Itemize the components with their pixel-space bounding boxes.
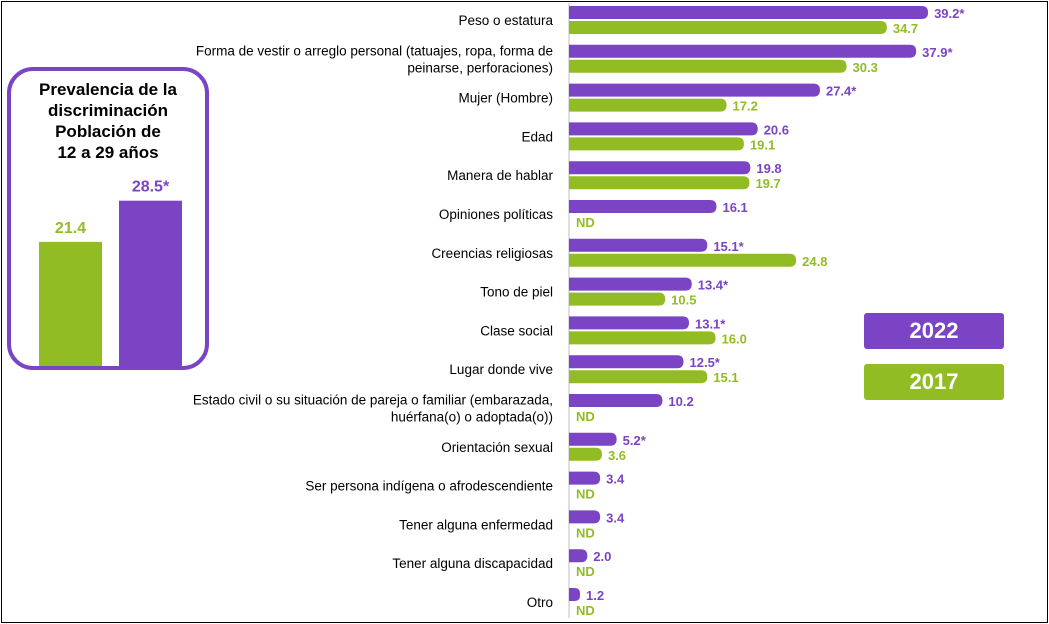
data-label-2017: ND <box>576 603 595 618</box>
category-label: Forma de vestir o arreglo personal (tatu… <box>196 43 553 58</box>
bar-2017 <box>569 331 716 345</box>
data-label-2022: 12.5* <box>690 355 721 370</box>
data-label-2017: 16.0 <box>722 331 747 346</box>
bar-2022 <box>569 549 588 563</box>
data-label-2022: 10.2 <box>668 394 693 409</box>
data-label-2022: 19.8 <box>756 161 781 176</box>
data-label-2022: 15.1* <box>713 239 744 254</box>
data-label-2022: 1.2 <box>586 588 604 603</box>
bar-2017 <box>569 98 727 112</box>
data-label-2022: 13.4* <box>698 278 729 293</box>
inset-bar-2017 <box>39 241 102 366</box>
category-label: huérfana(o) o adoptada(o)) <box>391 410 553 425</box>
inset-bar-2022 <box>119 200 182 366</box>
category-label: Mujer (Hombre) <box>458 91 553 106</box>
category-label: peinarse, perforaciones) <box>407 60 553 75</box>
data-label-2022: 37.9* <box>922 45 953 60</box>
data-label-2017: ND <box>576 525 595 540</box>
inset-title-line: discriminación <box>48 101 168 120</box>
category-label: Opiniones políticas <box>439 207 553 222</box>
data-label-2022: 2.0 <box>593 549 611 564</box>
data-label-2017: ND <box>576 564 595 579</box>
bar-2017 <box>569 447 602 461</box>
legend-2022: 2022 <box>864 313 1004 349</box>
category-label: Otro <box>527 595 553 610</box>
bar-2022 <box>569 355 684 369</box>
data-label-2022: 20.6 <box>764 122 789 137</box>
legend-2017: 2017 <box>864 364 1004 400</box>
inset-title-line: Prevalencia de la <box>39 80 177 99</box>
bar-2017 <box>569 253 797 267</box>
data-label-2017: 17.2 <box>733 99 758 114</box>
inset-title-line: Población de <box>55 122 161 141</box>
data-label-2022: 5.2* <box>623 433 647 448</box>
data-label-2022: 3.4 <box>606 472 625 487</box>
bar-2022 <box>569 238 708 252</box>
bar-2017 <box>569 137 744 151</box>
category-label: Clase social <box>480 323 553 338</box>
bar-2022 <box>569 83 820 97</box>
data-label-2017: ND <box>576 409 595 424</box>
bar-2017 <box>569 176 750 190</box>
category-label: Creencias religiosas <box>431 246 553 261</box>
category-label: Edad <box>521 129 553 144</box>
bar-2022 <box>569 161 751 175</box>
category-label: Lugar donde vive <box>449 362 553 377</box>
data-label-2017: 24.8 <box>802 254 827 269</box>
bar-2022 <box>569 122 758 136</box>
inset-title-line: 12 a 29 años <box>57 143 159 162</box>
bar-2017 <box>569 370 708 384</box>
bar-2022 <box>569 471 601 485</box>
data-label-2017: 19.7 <box>755 176 780 191</box>
category-label: Peso o estatura <box>458 13 553 28</box>
category-label: Tener alguna discapacidad <box>392 556 553 571</box>
data-label-2017: 15.1 <box>713 370 738 385</box>
bar-2022 <box>569 44 917 58</box>
data-label-2017: ND <box>576 487 595 502</box>
bar-2022 <box>569 510 601 524</box>
category-label: Ser persona indígena o afrodescendiente <box>305 479 553 494</box>
bar-2022 <box>569 588 580 601</box>
bar-2017 <box>569 59 847 73</box>
data-label-2022: 13.1* <box>695 316 726 331</box>
data-label-2022: 3.4 <box>606 510 625 525</box>
inset-title: Prevalencia de la discriminación Poblaci… <box>11 79 205 163</box>
category-label: Estado civil o su situación de pareja o … <box>193 393 553 408</box>
data-label-2022: 39.2* <box>934 6 965 21</box>
data-label-2022: 27.4* <box>826 84 857 99</box>
category-label: Orientación sexual <box>441 440 553 455</box>
data-label-2017: 34.7 <box>893 21 918 36</box>
bar-2017 <box>569 21 887 34</box>
bar-2022 <box>569 6 929 19</box>
inset-bar-label: 28.5* <box>132 179 170 196</box>
bar-2022 <box>569 200 717 213</box>
bar-2022 <box>569 316 689 330</box>
category-label: Tener alguna enfermedad <box>399 517 553 532</box>
bar-2017 <box>569 292 666 306</box>
data-label-2017: 19.1 <box>750 137 775 152</box>
data-label-2022: 16.1 <box>722 200 747 215</box>
category-label: Manera de hablar <box>447 168 553 183</box>
bar-2022 <box>569 394 663 407</box>
data-label-2017: 10.5 <box>671 293 696 308</box>
bar-2022 <box>569 277 692 291</box>
data-label-2017: 30.3 <box>853 60 878 75</box>
data-label-2017: 3.6 <box>608 448 626 463</box>
inset-bar-label: 21.4 <box>55 220 86 237</box>
category-label: Tono de piel <box>480 285 553 300</box>
bar-2022 <box>569 432 617 446</box>
data-label-2017: ND <box>576 215 595 230</box>
